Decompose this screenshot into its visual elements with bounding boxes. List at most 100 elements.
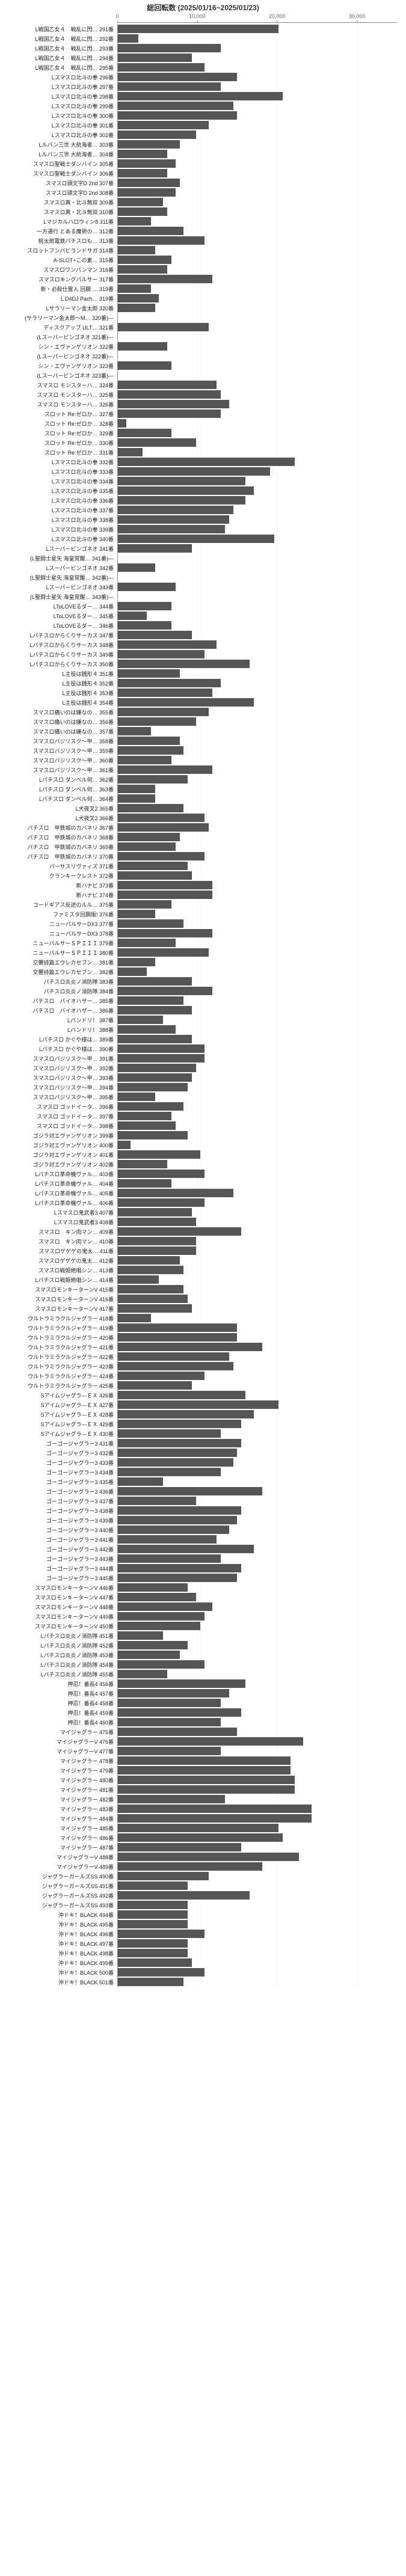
chart-row: 押忍！番長4 459番 xyxy=(0,1708,406,1717)
bar xyxy=(118,765,212,774)
row-label: ウルトラミラクルジャグラー 424番 xyxy=(0,1372,117,1380)
row-label: パチスロ バイオハザー… 385番 xyxy=(0,997,117,1005)
bar-area xyxy=(117,1477,406,1486)
chart-row: ウルトラミラクルジャグラー 419番 xyxy=(0,1323,406,1332)
bar-area xyxy=(117,1073,406,1082)
chart-row: Lスマスロ北斗の拳 335番 xyxy=(0,486,406,495)
bar xyxy=(118,448,143,456)
bar xyxy=(118,1612,205,1621)
chart-row: スロットフンバビランドサガ 314番 xyxy=(0,245,406,255)
bar xyxy=(118,275,212,283)
chart-row: スマスロ ゴッドイータ… 396番 xyxy=(0,1102,406,1111)
bar xyxy=(118,217,151,225)
bar-area xyxy=(117,1919,406,1929)
bar-area xyxy=(117,871,406,880)
chart-row: マイジャグラー 478番 xyxy=(0,1756,406,1765)
row-label: 一方通行 とある魔術の… 312番 xyxy=(0,227,117,235)
bar xyxy=(118,361,171,370)
row-label: Sアイムジャグラ―ＥＸ 430番 xyxy=(0,1430,117,1438)
bar xyxy=(118,1150,200,1159)
chart-row: 沖ドキ！BLACK 501番 xyxy=(0,1977,406,1987)
chart-row: スマスロバジリスク～甲… 358番 xyxy=(0,736,406,746)
row-label: マイジャグラーV 477番 xyxy=(0,1747,117,1755)
bar-area xyxy=(117,919,406,928)
bar xyxy=(118,1949,188,1957)
bar xyxy=(118,1093,155,1101)
bar xyxy=(118,1314,151,1322)
chart-row: コードギアス反逆のルル… 375番 xyxy=(0,900,406,909)
row-label: スマスロ痛いのは嫌なの… 357番 xyxy=(0,728,117,735)
bar xyxy=(118,1670,167,1678)
chart-row: Lパチスロ炎炎ノ消防隊 454番 xyxy=(0,1660,406,1669)
chart-row: Lパチスロからくりサーカス 350番 xyxy=(0,659,406,669)
row-label: スマスロモンキーターンV 448番 xyxy=(0,1603,117,1611)
bar xyxy=(118,1121,176,1130)
chart-row: ゴーゴージャグラー3 445番 xyxy=(0,1573,406,1583)
bar-area xyxy=(117,178,406,188)
chart-row: スマスロ頭文字D 2nd 308番 xyxy=(0,188,406,197)
chart-row: スマスロ キン肉マン… 410番 xyxy=(0,1236,406,1246)
bar xyxy=(118,102,233,110)
bar-area xyxy=(117,1256,406,1265)
chart-row: スマスロモンキーターンV 416番 xyxy=(0,1294,406,1304)
row-label: Lスマスロ北斗の拳 299番 xyxy=(0,102,117,110)
bar xyxy=(118,1564,241,1572)
bar xyxy=(118,1285,183,1293)
bar xyxy=(118,1362,233,1370)
bar xyxy=(118,140,180,149)
row-label: 新ハナビ 373番 xyxy=(0,882,117,889)
row-label: マイジャグラー 481番 xyxy=(0,1786,117,1794)
bar xyxy=(118,948,209,957)
chart-row: ゴーゴージャグラー3 431番 xyxy=(0,1438,406,1448)
chart-row: L主役は銭形４ 351番 xyxy=(0,669,406,678)
bar-area xyxy=(117,1967,406,1977)
row-label: スマスロ真・北斗無双 310番 xyxy=(0,208,117,216)
row-label: Lスマスロ鬼武者3 407番 xyxy=(0,1209,117,1216)
chart-row: パチスロ バイオハザー… 385番 xyxy=(0,996,406,1005)
row-label: Sアイムジャグラ―ＥＸ 428番 xyxy=(0,1411,117,1418)
bar-area xyxy=(117,390,406,399)
bar-area xyxy=(117,476,406,486)
chart-row: スマスロモンキーターンV 448番 xyxy=(0,1602,406,1612)
chart-row: スロット Re:ゼロか… 327番 xyxy=(0,409,406,419)
bar-area xyxy=(117,82,406,91)
chart-row: スマスロキングパルサー 317番 xyxy=(0,274,406,284)
chart-row: Lスマスロ北斗の拳 332番 xyxy=(0,457,406,467)
bar-area xyxy=(117,1977,406,1987)
bar-area xyxy=(117,495,406,505)
bar-area xyxy=(117,1544,406,1554)
row-label: スマスロバジリスク～甲… 359番 xyxy=(0,747,117,755)
chart-row: Lパチスロ革命機ヴァル… 404番 xyxy=(0,1179,406,1188)
chart-row: ジャグラーガールズSS 490番 xyxy=(0,1871,406,1881)
row-label: マイジャグラー 484番 xyxy=(0,1815,117,1823)
bar xyxy=(118,1660,205,1669)
row-label: Lパチスロ戦姫絶唱シン… 414番 xyxy=(0,1276,117,1284)
bar-area xyxy=(117,1371,406,1381)
bar-area xyxy=(117,1419,406,1429)
chart-row: L主役は銭形４ 352番 xyxy=(0,678,406,688)
chart-row: スロット Re:ゼロか… 329番 xyxy=(0,428,406,438)
bar-area xyxy=(117,1265,406,1275)
row-label: ファミスタ回胴版! 376番 xyxy=(0,910,117,918)
chart-row: L戦国乙女４ 戦乱に閃… 292番 xyxy=(0,34,406,43)
bar-area xyxy=(117,765,406,774)
bar-area xyxy=(117,1044,406,1053)
row-label: スロット Re:ゼロか… 330番 xyxy=(0,439,117,447)
row-label: Lスマスロ北斗の拳 339番 xyxy=(0,526,117,533)
bar-area xyxy=(117,1679,406,1688)
chart-row: Lパチスロ戦姫絶唱シン… 414番 xyxy=(0,1275,406,1284)
bar xyxy=(118,1102,183,1111)
chart-row: ゴーゴージャグラー3 435番 xyxy=(0,1477,406,1486)
row-label: (サラリーマン金太郎～M… 320番)— xyxy=(0,314,117,322)
bar-area xyxy=(117,188,406,197)
bar xyxy=(118,1545,254,1553)
bar-area xyxy=(117,1486,406,1496)
chart-row: スマスロバジリスク～甲… 360番 xyxy=(0,755,406,765)
row-label: スマスロ聖戦士ダンバイン 306番 xyxy=(0,170,117,177)
bar-area xyxy=(117,1227,406,1236)
chart-row: マイジャグラー 485番 xyxy=(0,1823,406,1833)
bar xyxy=(118,198,163,206)
chart-row: 押忍！番長4 460番 xyxy=(0,1717,406,1727)
chart-row: ゴーゴージャグラー3 441番 xyxy=(0,1535,406,1544)
chart-row: ゴーゴージャグラー3 434番 xyxy=(0,1467,406,1477)
